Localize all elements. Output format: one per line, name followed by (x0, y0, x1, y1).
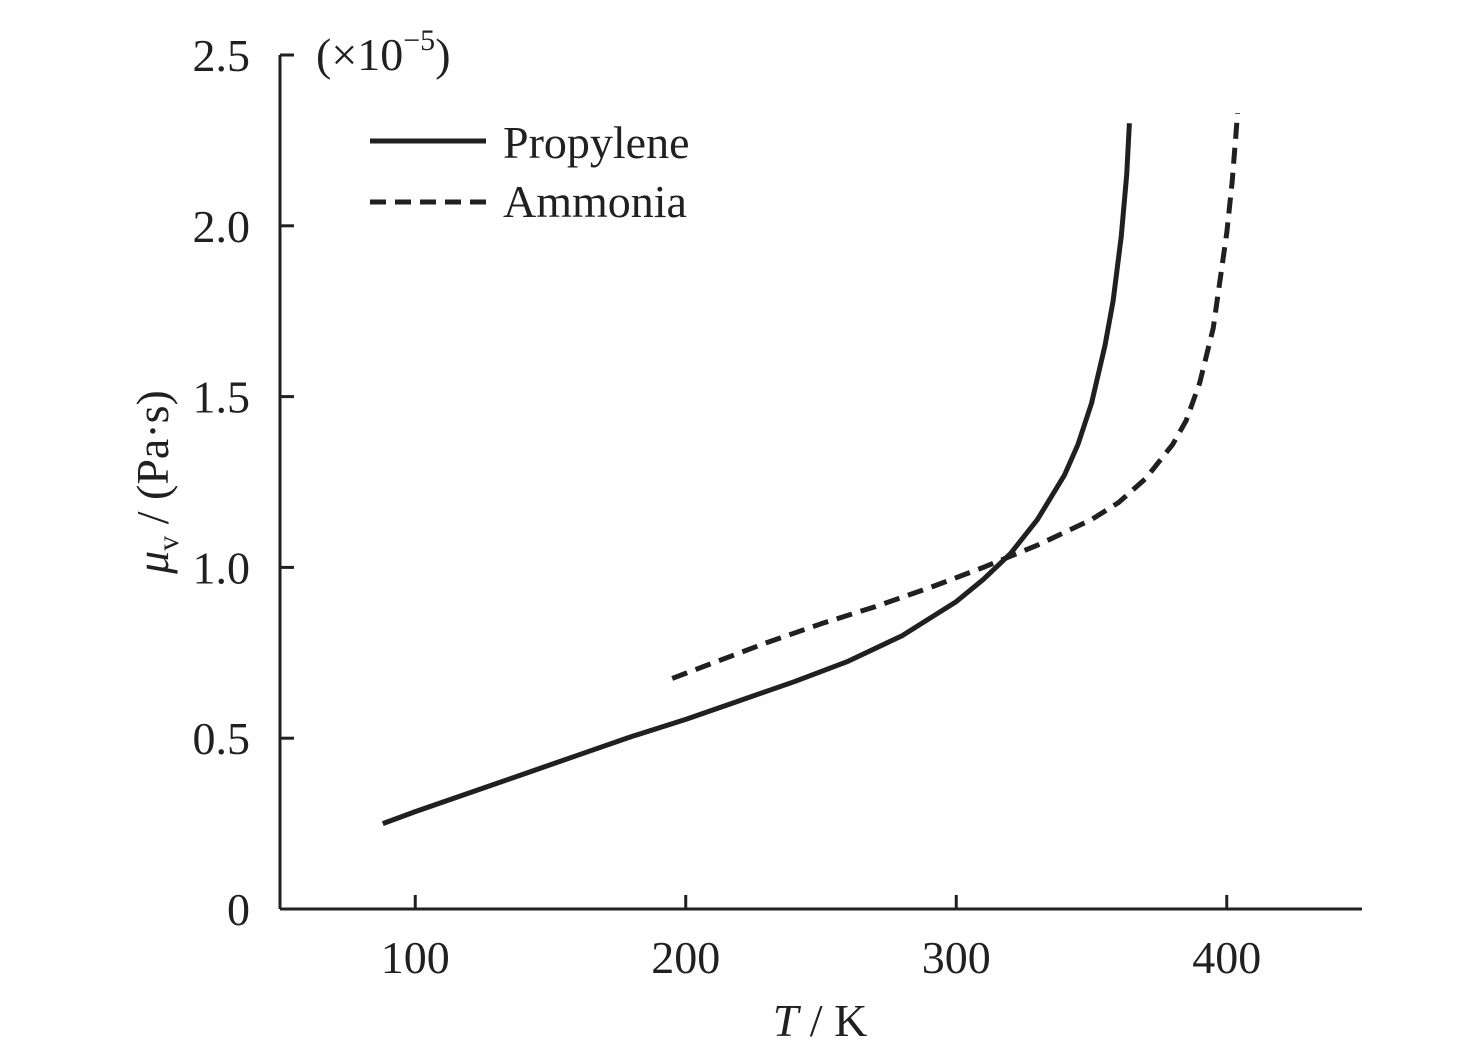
y-axis-subscript: v (152, 536, 185, 551)
legend-label-propylene: Propylene (503, 117, 690, 168)
y-axis-title: μv / (Pa·s) (127, 390, 185, 575)
y-tick-label-0: 0 (227, 884, 250, 935)
y-tick-label-2: 1.0 (193, 542, 251, 593)
x-axis-sep: / (798, 995, 834, 1046)
legend-label-ammonia: Ammonia (503, 176, 687, 227)
y-multiplier-suffix: ) (435, 29, 450, 80)
x-ticks: 100 200 300 400 (381, 895, 1261, 983)
series-layer (381, 112, 1241, 826)
y-multiplier-prefix: (×10 (316, 29, 403, 80)
legend: Propylene Ammonia (370, 117, 690, 227)
y-ticks: 0 0.5 1.0 1.5 2.0 2.5 (193, 30, 294, 935)
plot-area: 100 200 300 400 0 0.5 1.0 1.5 2.0 2.5 (193, 30, 1362, 983)
y-tick-label-3: 1.5 (193, 372, 251, 423)
y-tick-label-5: 2.5 (193, 30, 251, 81)
y-tick-label-4: 2.0 (193, 201, 251, 252)
x-axis-unit: K (834, 995, 867, 1046)
y-tick-label-1: 0.5 (193, 713, 251, 764)
series-line-ammonia (671, 112, 1241, 681)
y-multiplier-exponent: −5 (403, 24, 435, 57)
x-tick-label-300: 300 (922, 932, 991, 983)
x-axis-symbol: T (773, 995, 802, 1046)
y-multiplier: (×10−5) (316, 24, 451, 80)
x-axis-title: T / K (773, 995, 868, 1046)
x-tick-label-400: 400 (1192, 932, 1261, 983)
y-axis-symbol: μ (127, 551, 178, 575)
x-tick-label-200: 200 (651, 932, 720, 983)
y-axis-rest: / (Pa·s) (127, 390, 178, 536)
x-tick-label-100: 100 (381, 932, 450, 983)
series-line-propylene (381, 123, 1132, 826)
